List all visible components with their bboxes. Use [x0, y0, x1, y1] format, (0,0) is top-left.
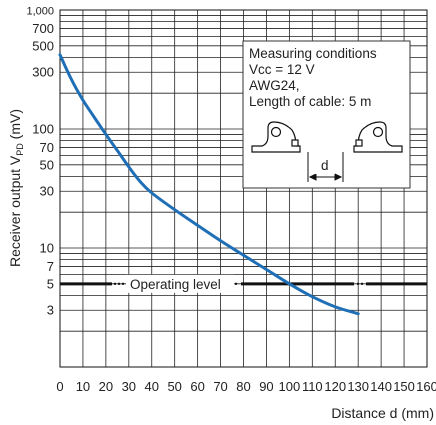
x-tick-label: 130: [347, 379, 369, 394]
x-tick-label: 140: [370, 379, 392, 394]
x-tick-label: 50: [167, 379, 181, 394]
y-tick-label: 3: [47, 303, 54, 318]
sensor-left-icon: [251, 121, 301, 153]
x-tick-label: 70: [213, 379, 227, 394]
distance-dimension: [307, 152, 344, 182]
y-tick-label: 100: [32, 122, 54, 137]
x-tick-label: 40: [145, 379, 159, 394]
operating-level-label: Operating level: [130, 277, 221, 292]
y-tick-label: 70: [40, 140, 54, 155]
y-tick-label: 50: [40, 157, 54, 172]
y-axis-title: Receiver output VPD (mV): [7, 109, 25, 267]
x-tick-label: 60: [190, 379, 204, 394]
note-line-2: Vcc = 12 V: [249, 62, 315, 77]
y-tick-label: 300: [32, 65, 54, 80]
x-tick-label: 20: [99, 379, 113, 394]
y-tick-label: 500: [32, 38, 54, 53]
x-tick-label: 100: [279, 379, 301, 394]
operating-level-dot: [356, 282, 360, 286]
operating-level-dot: [117, 282, 121, 286]
x-tick-labels: 0 10 20 30 40 50 60 70 80 90 100 110 120 130 140 150 160: [56, 379, 436, 394]
x-tick-label: 90: [259, 379, 273, 394]
y-tick-labels: 1,000 700 500 300 100 70 50 30 10 7 5 3: [26, 6, 54, 318]
x-tick-label: 10: [76, 379, 90, 394]
measuring-conditions-box: Measuring conditions Vcc = 12 V AWG24, L…: [242, 40, 411, 189]
series-line-receiver-output: [58, 53, 360, 316]
y-tick-label: 7: [47, 259, 54, 274]
x-tick-label: 150: [393, 379, 415, 394]
note-line-3: AWG24,: [249, 78, 300, 93]
x-axis-title: Distance d (mm): [331, 405, 434, 421]
y-axis-title-main: Receiver output V: [7, 155, 23, 267]
x-tick-label: 110: [302, 379, 323, 394]
x-tick-label: 30: [122, 379, 136, 394]
x-tick-label: 120: [324, 379, 346, 394]
note-line-1: Measuring conditions: [249, 46, 377, 61]
operating-level: Operating level: [60, 274, 427, 293]
y-tick-label: 5: [47, 276, 54, 291]
operating-level-dot: [121, 282, 125, 286]
y-tick-label: 700: [32, 21, 54, 36]
distance-d-label: d: [321, 158, 329, 173]
plot-frame: [59, 9, 428, 368]
sensor-right-icon: [353, 121, 403, 153]
y-tick-label: 1,000: [26, 6, 54, 18]
y-axis-title-unit: (mV): [7, 109, 23, 143]
operating-level-dot: [360, 282, 364, 286]
operating-level-dot: [113, 282, 117, 286]
operating-level-dot: [234, 282, 238, 286]
y-tick-label: 10: [40, 241, 54, 256]
operating-level-label-bg: [126, 274, 234, 293]
x-tick-label: 80: [236, 379, 250, 394]
note-line-4: Length of cable: 5 m: [249, 94, 371, 109]
y-tick-label: 30: [40, 184, 54, 199]
x-tick-label: 0: [56, 379, 63, 394]
x-tick-label: 160: [416, 379, 436, 394]
y-axis-title-sub: PD: [15, 143, 25, 156]
